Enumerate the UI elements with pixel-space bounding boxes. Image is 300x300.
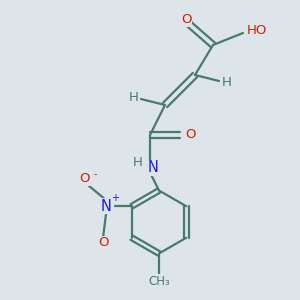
Text: H: H — [129, 91, 138, 104]
Text: N: N — [148, 160, 158, 175]
Text: H: H — [133, 156, 142, 169]
Text: O: O — [80, 172, 90, 185]
Text: O: O — [98, 236, 109, 249]
Text: N: N — [101, 199, 112, 214]
Text: +: + — [111, 193, 119, 203]
Text: O: O — [185, 128, 196, 142]
Text: CH₃: CH₃ — [148, 274, 170, 288]
Text: H: H — [222, 76, 231, 89]
Text: O: O — [181, 13, 191, 26]
Text: -: - — [94, 169, 98, 179]
Text: HO: HO — [246, 23, 267, 37]
